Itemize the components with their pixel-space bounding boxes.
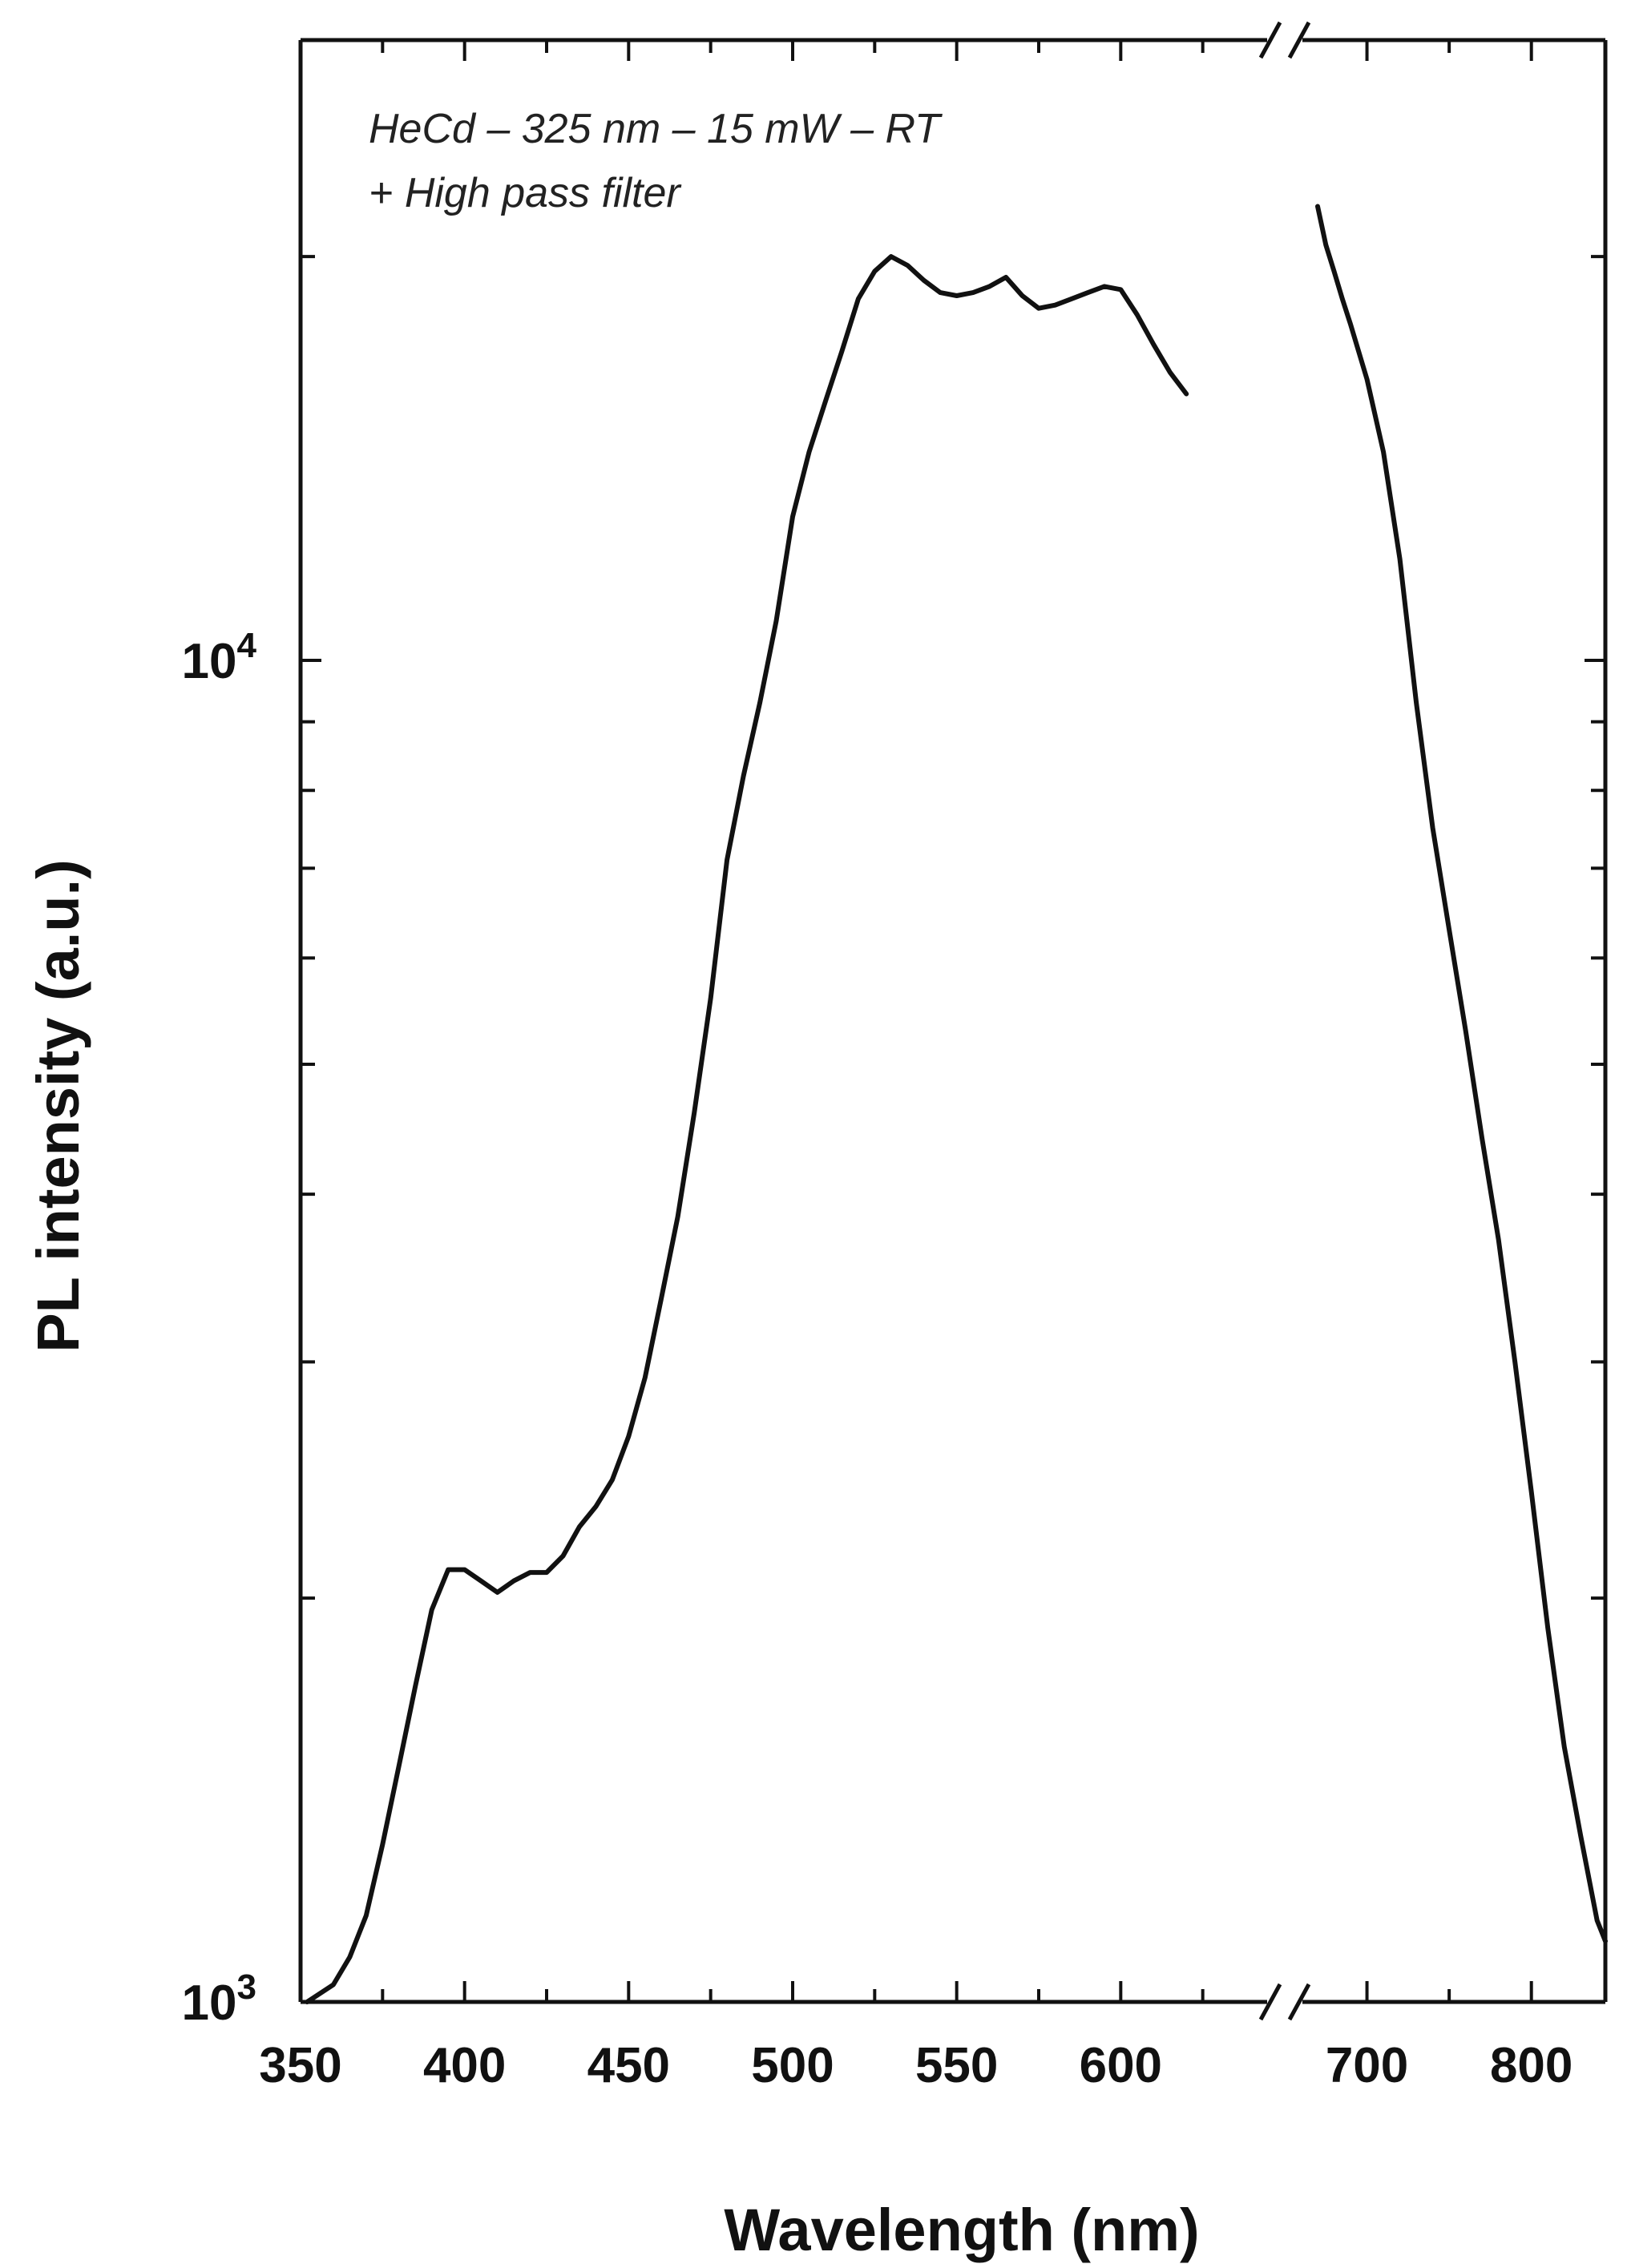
x-axis-ticks [299,40,1533,2002]
axis-break-slash [1258,21,1282,59]
y-axis-ticks [301,255,1605,2004]
x-tick-label: 550 [915,2038,998,2093]
axis-break-slash [1258,1983,1282,2021]
y-tick-label: 103 [182,1967,256,2031]
x-axis-title: Wavelength (nm) [724,2197,1199,2263]
y-tick-label-base: 10 [182,634,237,689]
annotation-line-2: + High pass filter [369,170,682,216]
y-tick-label-base: 10 [182,1975,237,2031]
x-tick-label: 800 [1490,2038,1572,2093]
y-tick-label-exponent: 3 [237,1967,256,2007]
x-tick-label: 600 [1080,2038,1162,2093]
axis-break-top [1258,21,1311,59]
axis-break-gap [1267,35,1302,45]
plot-frame [298,38,1608,2004]
series-layer [305,204,1608,2004]
axis-break-gap [1267,1997,1302,2007]
y-tick-label-exponent: 4 [237,626,257,665]
x-tick-label: 500 [751,2038,834,2093]
x-tick-label: 350 [259,2038,341,2093]
y-axis-title: PL intensity (a.u.) [25,859,91,1352]
axis-break-markers [1258,21,1311,2021]
y-tick-label: 104 [182,626,257,689]
x-tick-label: 450 [587,2038,670,2093]
axis-break-slash [1287,1983,1311,2021]
pl-spectrum-line-left [305,254,1189,2004]
axis-break-bottom [1258,1983,1311,2021]
x-tick-labels: 350 400 450 500 550 600 700 800 [259,2038,1572,2093]
annotation-line-1: HeCd – 325 nm – 15 mW – RT [369,106,943,152]
x-tick-label: 700 [1326,2038,1408,2093]
pl-spectrum-line-right [1315,204,1608,1944]
axis-break-slash [1287,21,1311,59]
x-tick-label: 400 [423,2038,506,2093]
